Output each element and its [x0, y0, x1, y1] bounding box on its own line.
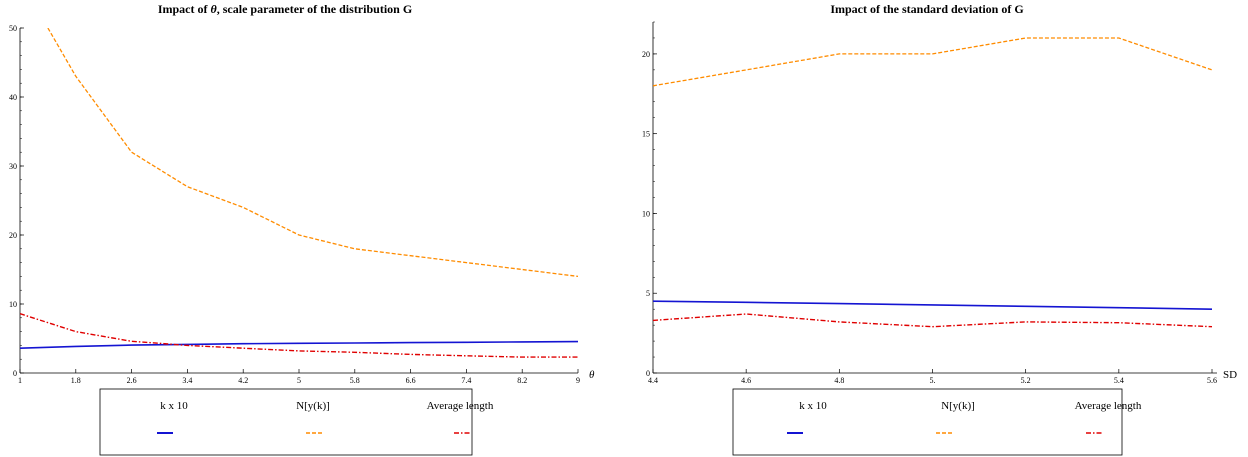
legend-label-n: N[y(k)] — [296, 400, 330, 412]
y-tick-label: 10 — [9, 300, 17, 309]
chart-theta-xlabel: θ — [589, 369, 595, 381]
legend-label-avg: Average length — [427, 400, 494, 412]
legend-label-k: k x 10 — [160, 400, 188, 412]
legend-label-n-2: N[y(k)] — [941, 400, 975, 412]
x-tick-label: 5.2 — [1021, 376, 1031, 385]
series-line-N — [47, 28, 579, 278]
x-tick-label: 1 — [18, 376, 22, 385]
y-tick-label: 30 — [9, 162, 17, 171]
chart-sd-xlabel: SD — [1223, 369, 1237, 381]
x-tick-label: 7.4 — [461, 376, 471, 385]
y-tick-label: 10 — [642, 209, 650, 218]
chart-theta-legend-box — [99, 388, 473, 456]
chart-theta: Impact of θ, scale parameter of the dist… — [9, 2, 595, 456]
x-tick-label: 9 — [576, 376, 580, 385]
x-tick-label: 5.8 — [350, 376, 360, 385]
y-tick-label: 50 — [9, 24, 17, 33]
x-tick-label: 5 — [297, 376, 301, 385]
y-tick-label: 20 — [642, 50, 650, 59]
x-tick-label: 8.2 — [517, 376, 527, 385]
x-tick-label: 4.6 — [741, 376, 751, 385]
x-tick-label: 4.8 — [834, 376, 844, 385]
y-tick-label: 15 — [642, 130, 650, 139]
x-tick-label: 1.8 — [71, 376, 81, 385]
x-tick-label: 4.4 — [648, 376, 658, 385]
chart-sd-plot: 0 5 10 15 20 4.4 4.6 4.8 5. 5.2 5.4 5.6 — [642, 21, 1217, 385]
x-tick-label: 5.6 — [1207, 376, 1217, 385]
y-tick-label: 5 — [646, 289, 650, 298]
series-line-k — [20, 340, 579, 349]
chart-sd-legend-box — [732, 388, 1123, 456]
series-line-avg — [653, 313, 1213, 328]
chart-theta-plot: 0 10 20 30 40 50 1 1.8 2.6 3.4 4.2 5 5.8 6.6 7.4 8.2 9 — [9, 24, 580, 385]
chart-sd-legend: k x 10 N[y(k)] Average length — [732, 388, 1142, 456]
x-tick-label: 5. — [930, 376, 936, 385]
x-tick-label: 6.6 — [406, 376, 416, 385]
chart-sd: Impact of the standard deviation of G 0 5… — [642, 2, 1237, 456]
series-line-N — [653, 37, 1213, 87]
legend-label-avg-2: Average length — [1075, 400, 1142, 412]
y-tick-label: 0 — [13, 369, 17, 378]
chart-sd-title: Impact of the standard deviation of G — [830, 2, 1023, 16]
series-line-k — [653, 300, 1213, 310]
x-tick-label: 4.2 — [238, 376, 248, 385]
y-tick-label: 0 — [646, 369, 650, 378]
x-tick-label: 5.4 — [1114, 376, 1124, 385]
x-tick-label: 2.6 — [127, 376, 137, 385]
y-tick-label: 40 — [9, 93, 17, 102]
y-tick-label: 20 — [9, 231, 17, 240]
legend-label-k-2: k x 10 — [799, 400, 827, 412]
chart-theta-legend: k x 10 N[y(k)] Average length — [99, 388, 494, 456]
x-tick-label: 3.4 — [182, 376, 192, 385]
series-line-avg — [20, 313, 578, 358]
chart-theta-title: Impact of θ, scale parameter of the dist… — [158, 2, 412, 16]
